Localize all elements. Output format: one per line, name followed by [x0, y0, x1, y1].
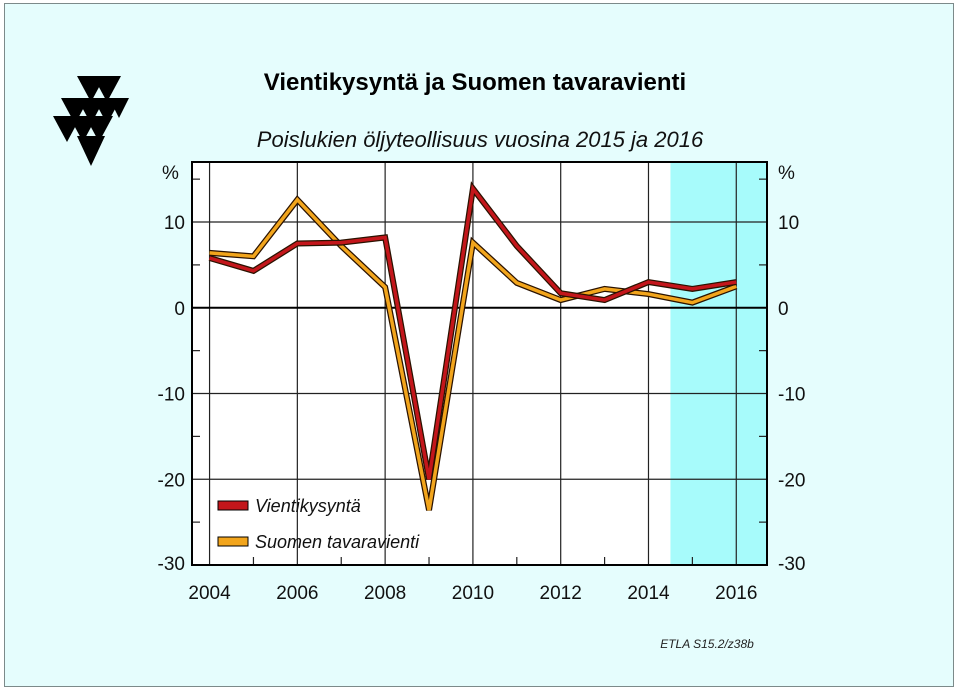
y-tick-label-right: -20	[778, 470, 805, 491]
y-tick-label-right: -30	[778, 554, 805, 575]
y-tick-label-right: 10	[778, 213, 799, 234]
series-layer	[208, 181, 738, 511]
y-unit-left: %	[162, 163, 179, 184]
x-tick-label: 2008	[364, 583, 406, 604]
chart-frame: Vientikysyntä ja Suomen tavaravienti Poi…	[4, 3, 954, 687]
y-tick-label-left: -10	[158, 385, 185, 406]
x-tick-label: 2010	[452, 583, 494, 604]
legend-label-vientikysynta: Vientikysyntä	[255, 496, 361, 516]
source-label: ETLA S15.2/z38b	[660, 637, 754, 651]
grid	[192, 162, 767, 566]
forecast-shading	[670, 162, 767, 565]
legend-label-tavaravienti: Suomen tavaravienti	[255, 532, 420, 552]
y-unit-right: %	[778, 163, 795, 184]
y-tick-label-right: 0	[778, 299, 789, 320]
y-tick-label-left: -20	[158, 470, 185, 491]
chart-title: Vientikysyntä ja Suomen tavaravienti	[264, 69, 686, 96]
x-tick-label: 2014	[627, 583, 670, 604]
legend: Vientikysyntä Suomen tavaravienti	[217, 496, 420, 552]
x-tick-label: 2006	[276, 583, 318, 604]
y-tick-label-left: -30	[158, 554, 185, 575]
x-tick-label: 2004	[188, 583, 231, 604]
x-tick-label: 2012	[540, 583, 582, 604]
legend-swatch-tavaravienti	[217, 536, 249, 547]
y-tick-label-right: -10	[778, 385, 805, 406]
tick-labels: 2004 2006 2008 2010 2012 2014 2016 10 10 0 0 -10 -10…	[158, 213, 806, 604]
chart: Vientikysyntä ja Suomen tavaravienti Poi…	[53, 69, 806, 651]
y-tick-label-left: 10	[164, 213, 185, 234]
logo-icon	[53, 76, 129, 166]
legend-swatch-vientikysynta	[217, 500, 249, 511]
x-tick-label: 2016	[715, 583, 757, 604]
chart-subtitle: Poislukien öljyteollisuus vuosina 2015 j…	[257, 127, 704, 152]
plot-border	[191, 161, 768, 566]
y-tick-label-left: 0	[174, 299, 185, 320]
